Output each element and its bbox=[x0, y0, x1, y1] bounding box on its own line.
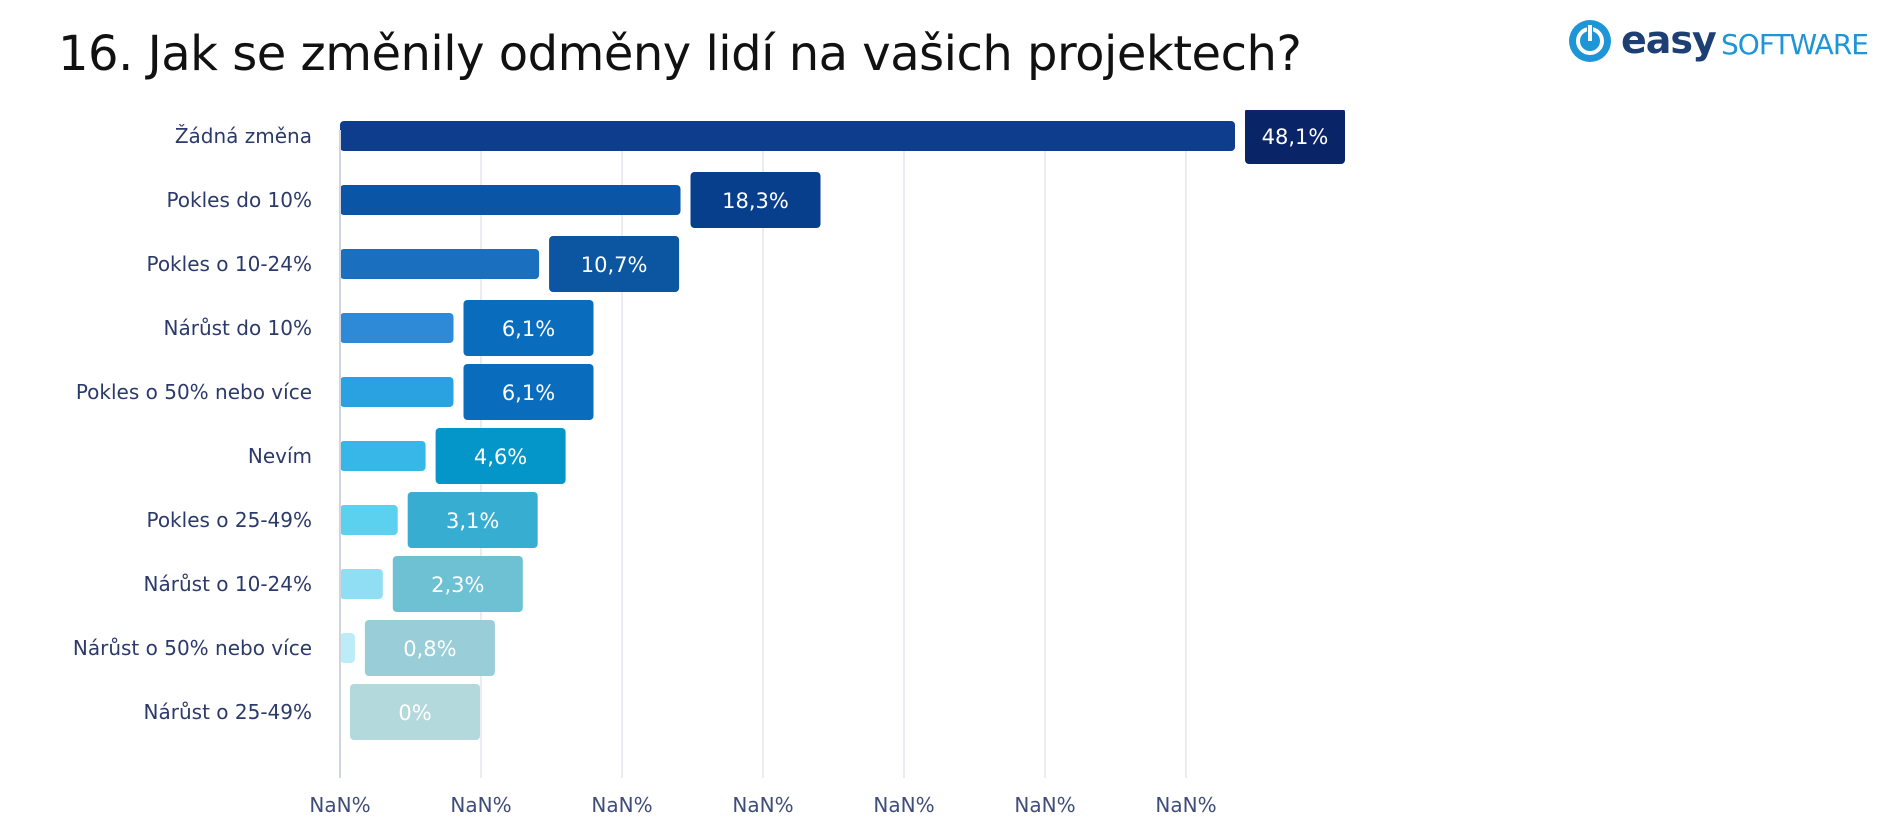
data-label: 48,1% bbox=[1262, 125, 1329, 149]
bar bbox=[340, 569, 383, 599]
data-label-box bbox=[549, 236, 680, 292]
data-label: 3,1% bbox=[446, 509, 499, 533]
page-title: 16. Jak se změnily odměny lidí na vašich… bbox=[58, 26, 1302, 82]
data-label: 18,3% bbox=[722, 189, 789, 213]
data-label: 10,7% bbox=[581, 253, 648, 277]
horizontal-bar-chart: NaN% NaN% NaN% NaN% NaN% NaN% NaN% Žádná změna 4… bbox=[73, 110, 1345, 817]
data-label-box bbox=[463, 300, 594, 356]
category-label: Pokles o 10-24% bbox=[146, 252, 312, 276]
x-tick-label: NaN% bbox=[873, 793, 934, 817]
data-label-box bbox=[1245, 110, 1345, 164]
category-label: Nárůst o 25-49% bbox=[144, 700, 312, 724]
x-tick-label: NaN% bbox=[732, 793, 793, 817]
x-tick-label: NaN% bbox=[309, 793, 370, 817]
data-label-box bbox=[350, 684, 480, 740]
bar bbox=[340, 313, 454, 343]
bar bbox=[340, 249, 540, 279]
category-label: Nevím bbox=[248, 444, 312, 468]
category-label: Žádná změna bbox=[175, 124, 312, 148]
data-label-box bbox=[463, 364, 594, 420]
logo-word-software: SOFTWARE bbox=[1721, 28, 1869, 61]
data-label-box bbox=[435, 428, 566, 484]
data-label-box bbox=[364, 620, 495, 676]
bar bbox=[340, 505, 398, 535]
category-label: Pokles do 10% bbox=[166, 188, 312, 212]
bar bbox=[340, 633, 355, 663]
data-label-box bbox=[407, 492, 538, 548]
x-tick-label: NaN% bbox=[1014, 793, 1075, 817]
power-icon bbox=[1569, 20, 1611, 62]
bar bbox=[340, 377, 454, 407]
bar bbox=[340, 185, 681, 215]
easy-software-logo: easy SOFTWARE bbox=[1565, 14, 1869, 70]
data-label-box bbox=[392, 556, 523, 612]
logo-word-easy: easy bbox=[1621, 18, 1717, 62]
category-label: Nárůst o 50% nebo více bbox=[73, 636, 312, 660]
bar bbox=[340, 441, 426, 471]
data-label: 4,6% bbox=[474, 445, 527, 469]
data-label: 0,8% bbox=[403, 637, 456, 661]
data-label: 6,1% bbox=[502, 317, 555, 341]
x-tick-label: NaN% bbox=[1155, 793, 1216, 817]
data-label: 0% bbox=[398, 701, 431, 725]
x-tick-label: NaN% bbox=[450, 793, 511, 817]
category-label: Nárůst do 10% bbox=[164, 316, 312, 340]
data-label: 2,3% bbox=[431, 573, 484, 597]
category-label: Pokles o 25-49% bbox=[146, 508, 312, 532]
bar bbox=[340, 121, 1235, 151]
data-label-box bbox=[690, 172, 821, 228]
data-label: 6,1% bbox=[502, 381, 555, 405]
x-tick-label: NaN% bbox=[591, 793, 652, 817]
category-label: Pokles o 50% nebo více bbox=[76, 380, 312, 404]
category-label: Nárůst o 10-24% bbox=[144, 572, 312, 596]
